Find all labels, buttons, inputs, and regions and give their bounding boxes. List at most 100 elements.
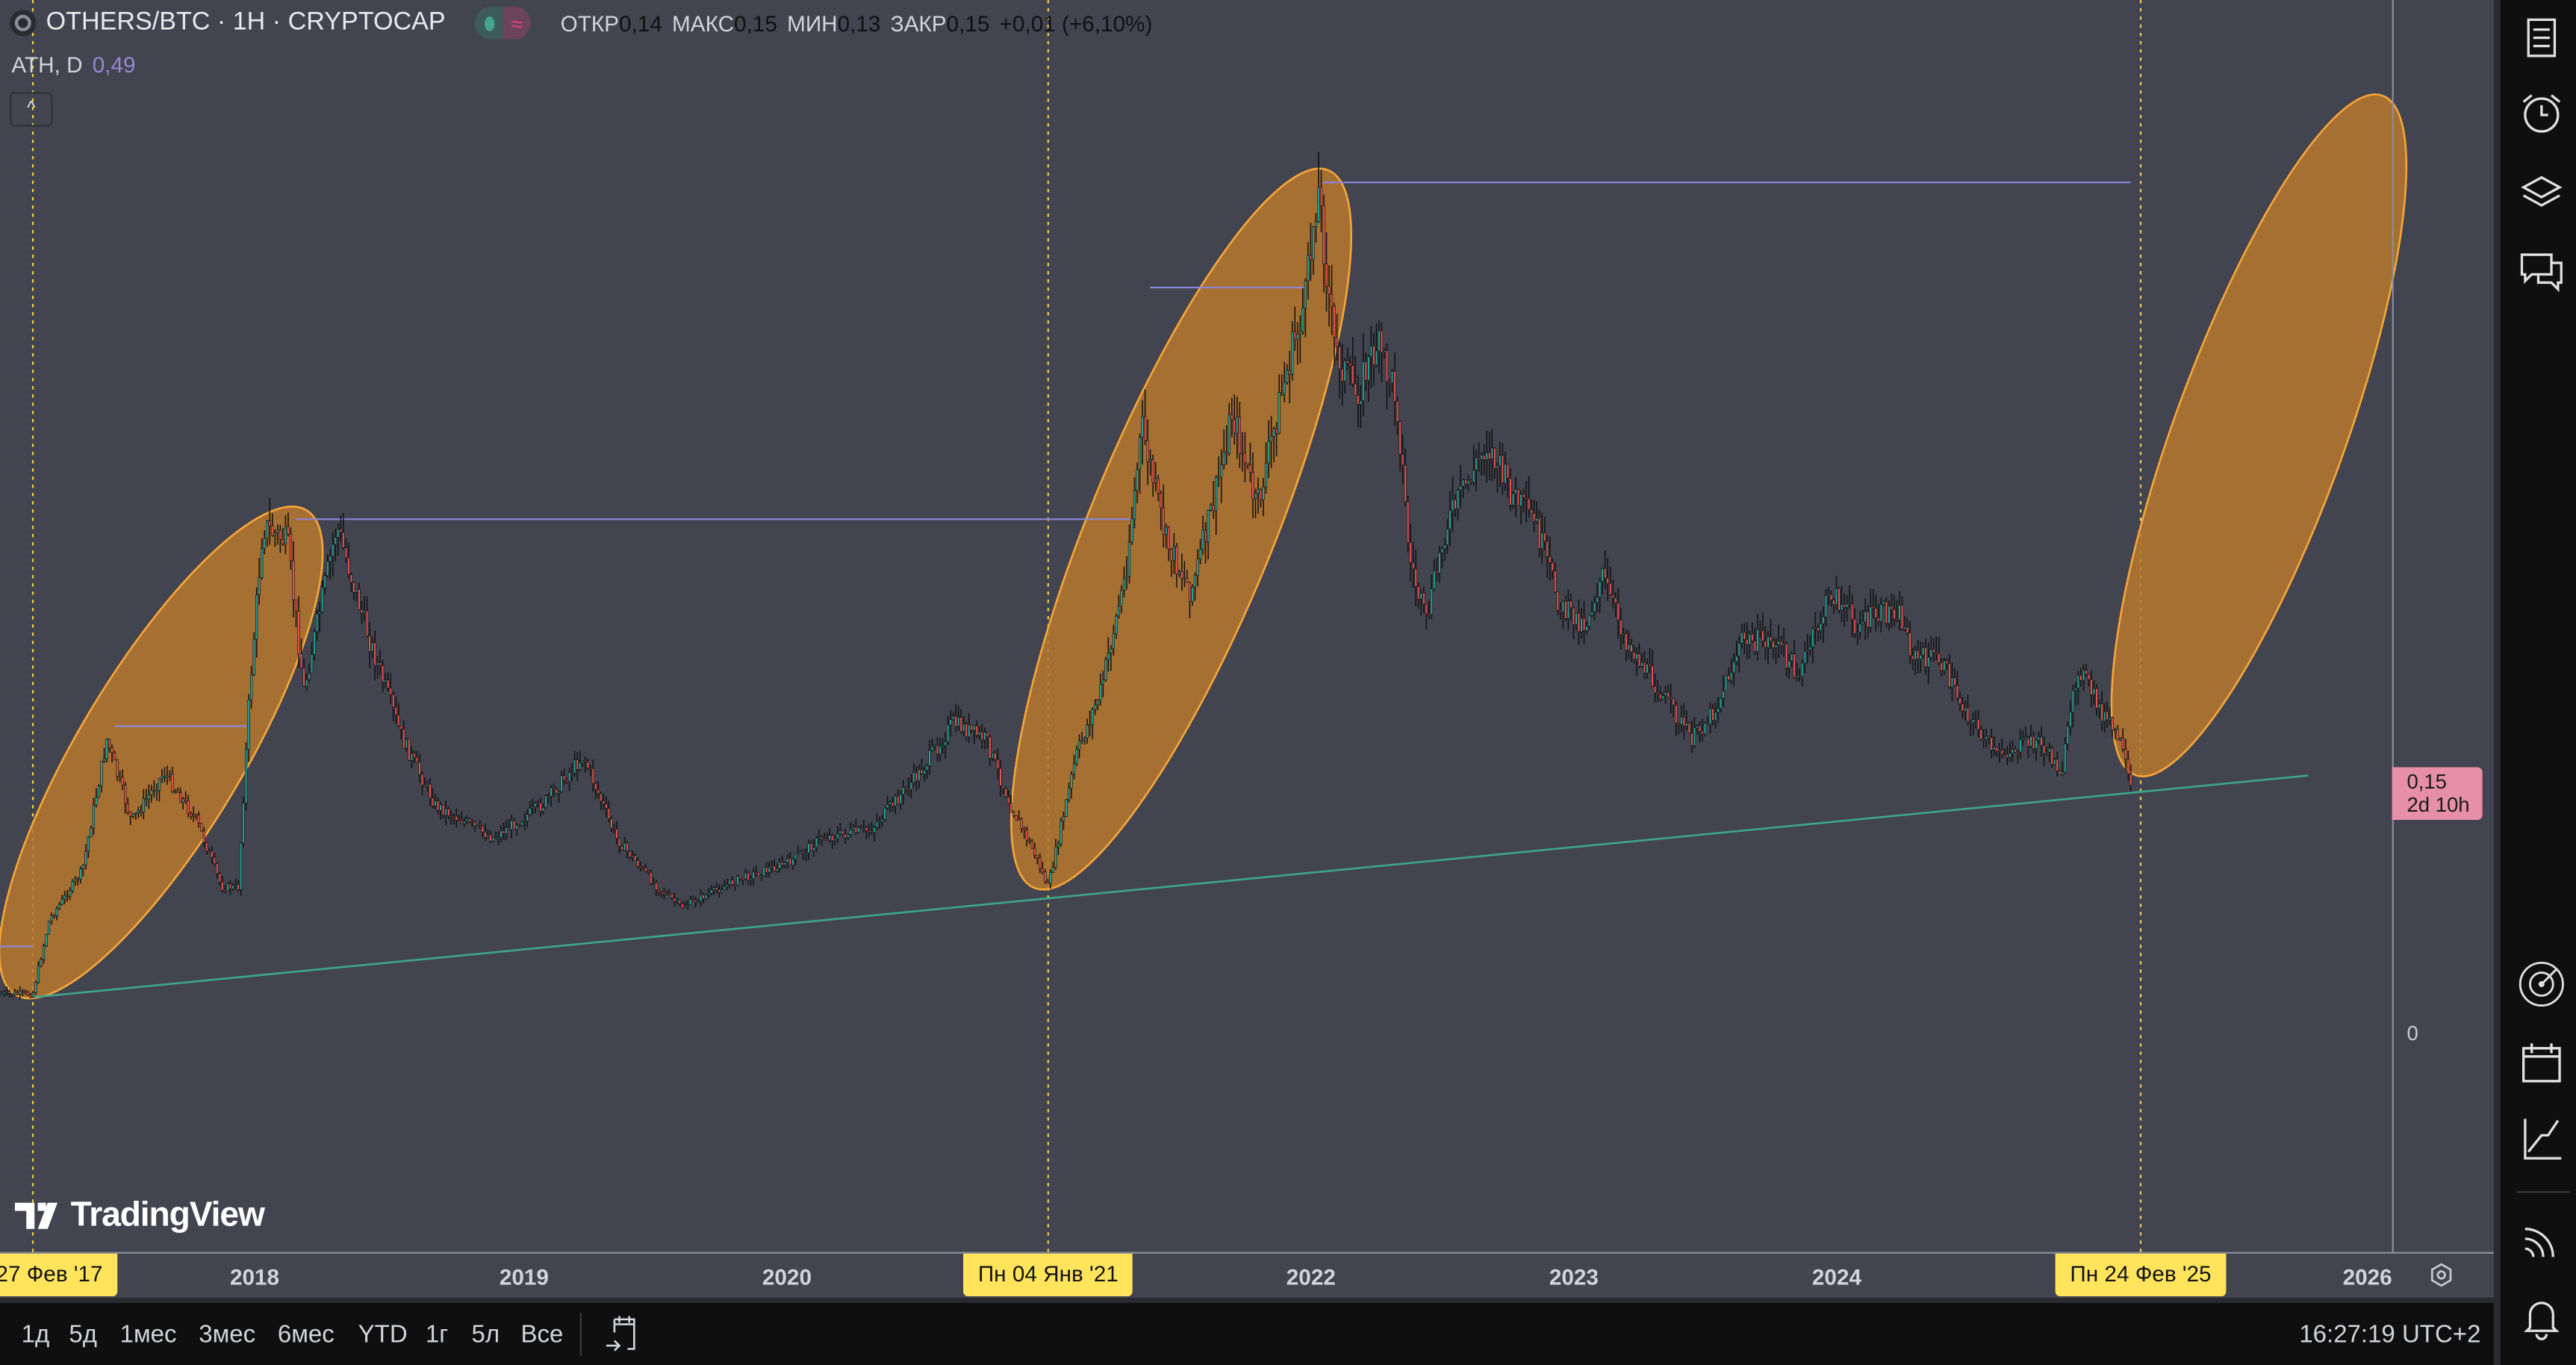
candle-body xyxy=(266,520,269,539)
watchlist-icon[interactable] xyxy=(2517,13,2566,63)
candle-body xyxy=(2026,738,2030,747)
indicator-value: 0,49 xyxy=(92,52,136,78)
candle-body xyxy=(1979,729,1982,740)
symbol-title[interactable]: OTHERS/BTC · 1H · CRYPTOCAP xyxy=(46,8,446,37)
candle-body xyxy=(410,753,414,761)
range-ytd-button[interactable]: YTD xyxy=(358,1321,408,1349)
candle-body xyxy=(762,867,765,876)
candle-body xyxy=(2071,690,2074,713)
price-axis[interactable] xyxy=(2392,0,2494,1252)
range-1y-button[interactable]: 1г xyxy=(425,1321,449,1349)
collapse-legend-button[interactable]: ^ xyxy=(10,92,53,127)
candle-body xyxy=(2066,726,2069,744)
candle-body xyxy=(741,878,744,880)
candle-body xyxy=(665,893,668,895)
candle-body xyxy=(173,790,177,793)
candle-body xyxy=(479,825,482,827)
candle-body xyxy=(1454,499,1457,509)
candle-body xyxy=(513,820,516,830)
candle-body xyxy=(2087,674,2091,680)
range-6m-button[interactable]: 6мес xyxy=(277,1321,335,1349)
time-label: 2020 xyxy=(762,1265,812,1290)
candle-body xyxy=(1001,786,1005,789)
range-3m-button[interactable]: 3мес xyxy=(199,1321,256,1349)
highlight-ellipse[interactable] xyxy=(0,468,377,1037)
candle-body xyxy=(1136,469,1139,491)
candle-body xyxy=(171,774,174,792)
candle-body xyxy=(1127,541,1131,577)
candle-body xyxy=(930,746,934,751)
candle-body xyxy=(759,875,763,877)
market-status-pill[interactable]: ≈ xyxy=(475,6,532,40)
candle-body xyxy=(1525,497,1528,500)
range-5d-button[interactable]: 5д xyxy=(69,1321,98,1349)
range-1d-button[interactable]: 1д xyxy=(21,1321,50,1349)
candle-body xyxy=(1117,606,1121,617)
target-icon[interactable] xyxy=(2517,960,2566,1009)
highlight-ellipse[interactable] xyxy=(949,135,1413,922)
candle-body xyxy=(662,892,666,895)
candle-body xyxy=(500,830,503,838)
chart-area[interactable]: OTHERS/BTC · 1H · CRYPTOCAP ≈ ОТКР 0,14 М… xyxy=(0,0,2495,1299)
chart-canvas[interactable] xyxy=(0,0,2494,1298)
candle-body xyxy=(258,577,261,595)
candle-body xyxy=(883,807,886,820)
candle-body xyxy=(1096,700,1099,706)
bell-icon[interactable] xyxy=(2517,1293,2566,1343)
candle-body xyxy=(1919,654,1922,659)
trendline[interactable] xyxy=(32,774,2309,998)
candle-body xyxy=(255,594,258,640)
candle-body xyxy=(297,611,300,655)
candle-body xyxy=(1228,414,1231,455)
candle-body xyxy=(639,865,642,868)
candle-body xyxy=(90,827,93,838)
candle-body xyxy=(939,746,942,755)
right-sidebar xyxy=(2494,0,2576,1365)
candle-body xyxy=(441,804,445,816)
candle-body xyxy=(868,830,871,833)
candle-body xyxy=(1340,368,1344,382)
candle-body xyxy=(2082,670,2085,681)
candle-body xyxy=(145,797,148,800)
clock-timezone[interactable]: 16:27:19 UTC+2 xyxy=(2299,1321,2481,1349)
candle-body xyxy=(647,871,650,873)
range-all-button[interactable]: Все xyxy=(520,1321,564,1349)
candle-body xyxy=(617,838,621,847)
broadcast-icon[interactable] xyxy=(2517,1216,2566,1265)
candle-body xyxy=(392,694,395,708)
candle-body xyxy=(1220,464,1223,478)
candle-body xyxy=(1853,618,1856,634)
candle-body xyxy=(623,842,626,851)
candle-body xyxy=(612,827,616,830)
candle-body xyxy=(812,847,815,851)
candle-body xyxy=(473,821,476,827)
tradingview-logo[interactable]: TradingView xyxy=(14,1196,265,1236)
candle-body xyxy=(1808,646,1811,650)
layers-icon[interactable] xyxy=(2517,170,2566,219)
settings-gear-icon[interactable] xyxy=(2428,1262,2454,1288)
highlight-ellipse[interactable] xyxy=(2055,66,2463,804)
range-1m-button[interactable]: 1мес xyxy=(119,1321,177,1349)
candle-body xyxy=(723,886,726,891)
candle-body xyxy=(957,717,960,727)
alarm-icon[interactable] xyxy=(2517,89,2566,138)
candle-body xyxy=(129,812,132,817)
time-axis[interactable]: 27 Фев '17 2018 2019 2020 Пн 04 Янв '21 … xyxy=(0,1251,2495,1299)
range-5y-button[interactable]: 5л xyxy=(471,1321,500,1349)
candle-body xyxy=(1399,421,1401,455)
candle-body xyxy=(181,798,184,803)
candle-body xyxy=(1385,350,1389,382)
chart-line-icon[interactable] xyxy=(2517,1114,2566,1163)
chat-icon[interactable] xyxy=(2517,246,2566,296)
goto-date-icon[interactable] xyxy=(603,1314,639,1354)
candle-body xyxy=(1961,703,1964,712)
candle-body xyxy=(1893,609,1896,619)
candle-body xyxy=(0,993,3,996)
calendar-icon[interactable] xyxy=(2517,1039,2566,1088)
candle-body xyxy=(102,758,106,762)
candle-body xyxy=(1653,685,1657,694)
candle-body xyxy=(1028,839,1031,842)
candle-body xyxy=(3,992,6,995)
indicator-legend[interactable]: ATH, D 0,49 xyxy=(11,52,135,77)
candle-body xyxy=(2040,736,2043,746)
